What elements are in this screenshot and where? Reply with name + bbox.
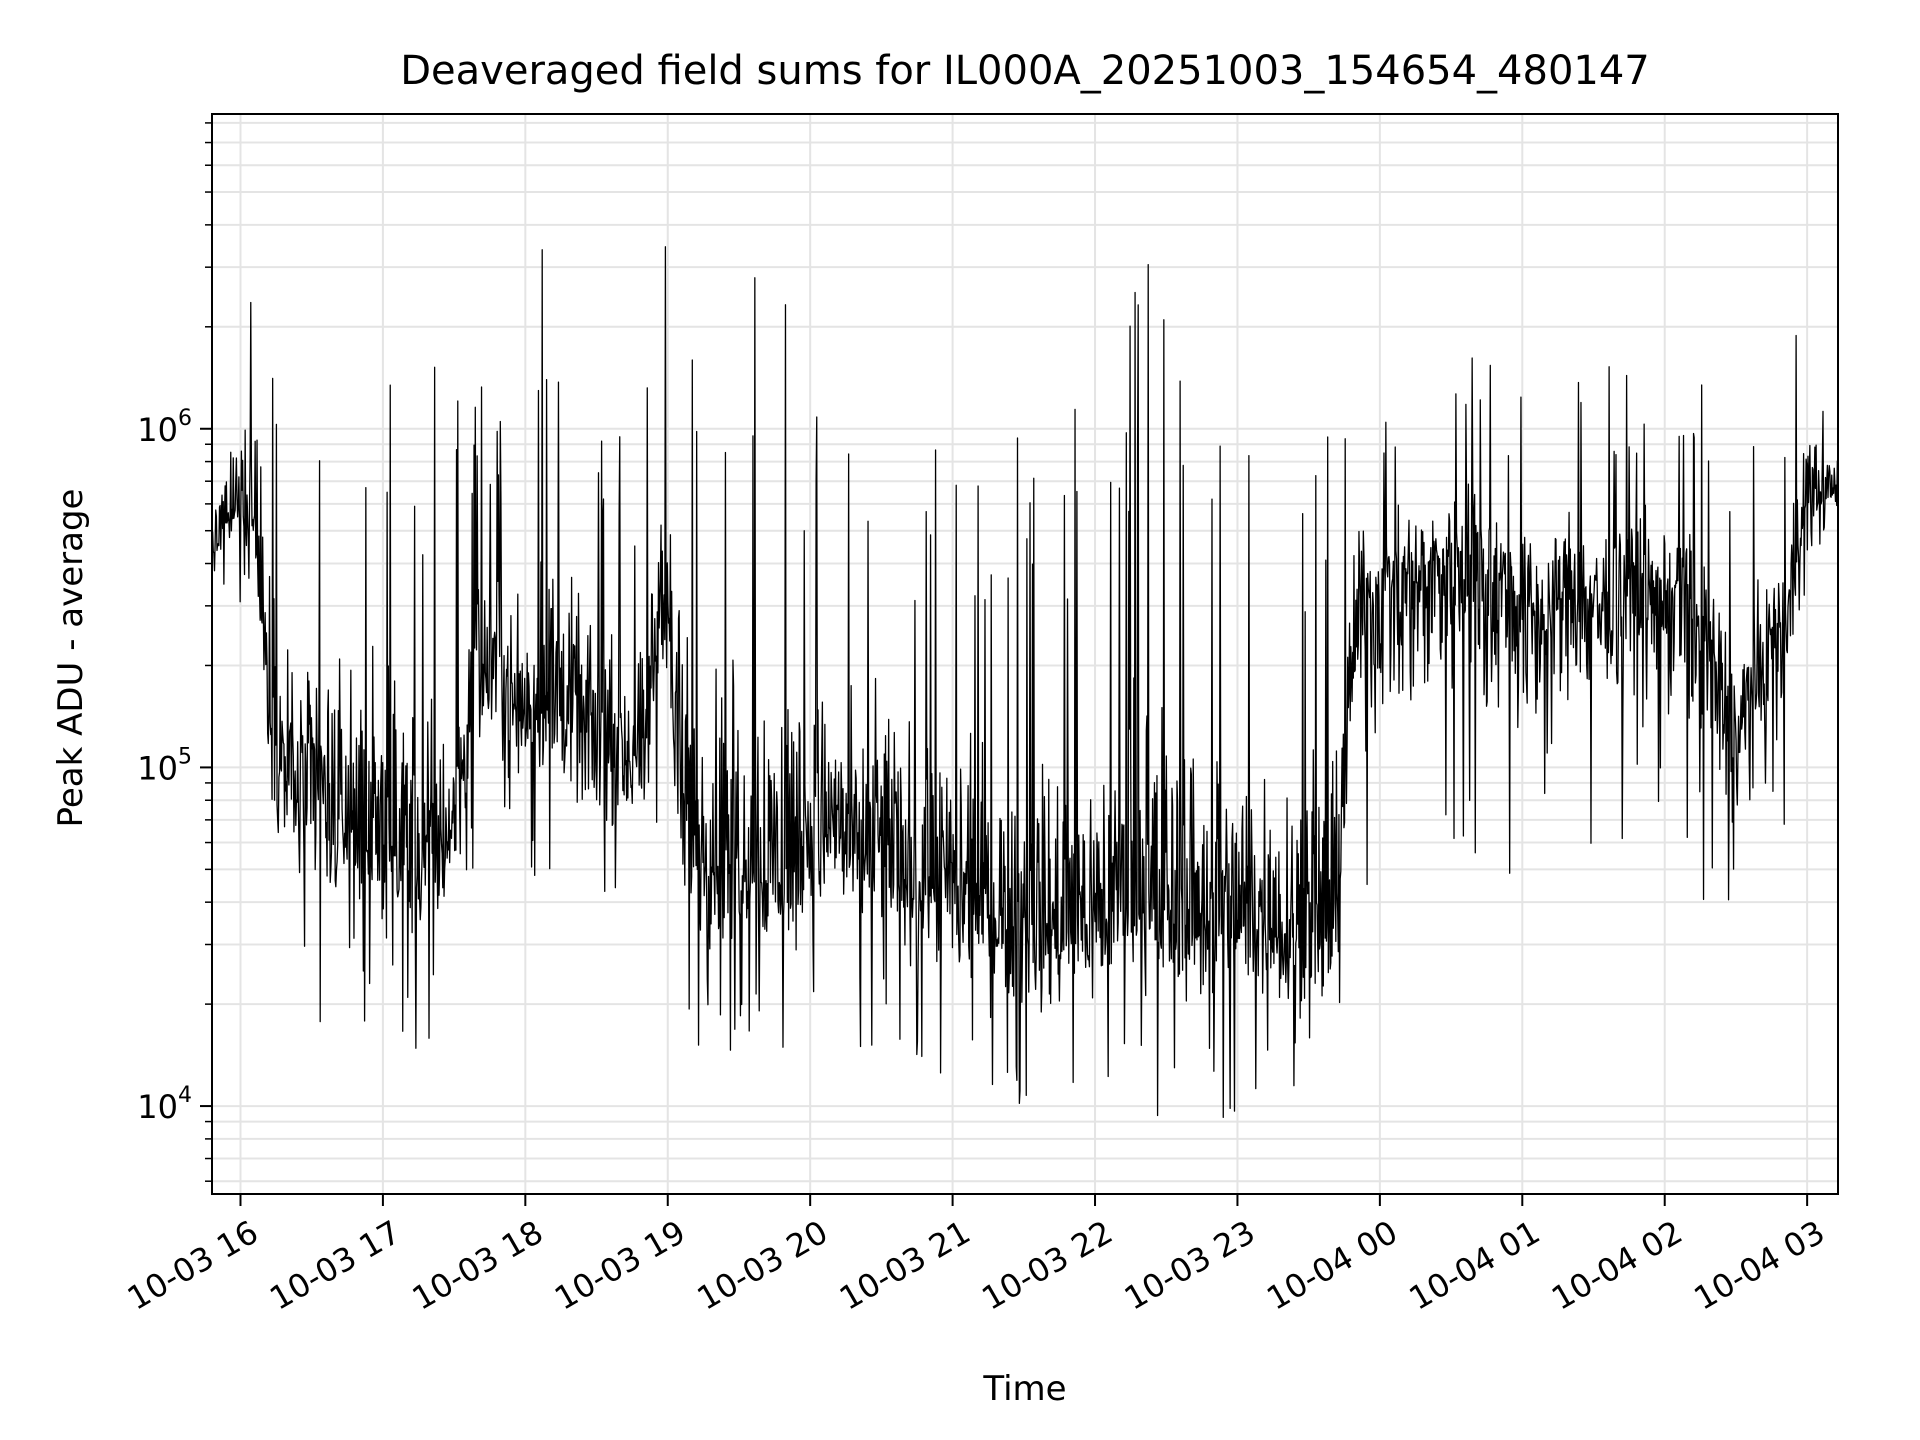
y-tick-label: 106 xyxy=(137,406,192,449)
y-axis-label: Peak ADU - average xyxy=(51,489,91,828)
chart-title: Deaveraged field sums for IL000A_2025100… xyxy=(400,48,1650,94)
y-tick-label: 104 xyxy=(137,1083,192,1126)
data-series xyxy=(211,246,1839,1119)
x-axis-label: Time xyxy=(982,1369,1066,1409)
y-tick-label: 105 xyxy=(137,744,192,787)
series-line xyxy=(211,246,1839,1119)
plot-frame xyxy=(211,113,1839,1195)
